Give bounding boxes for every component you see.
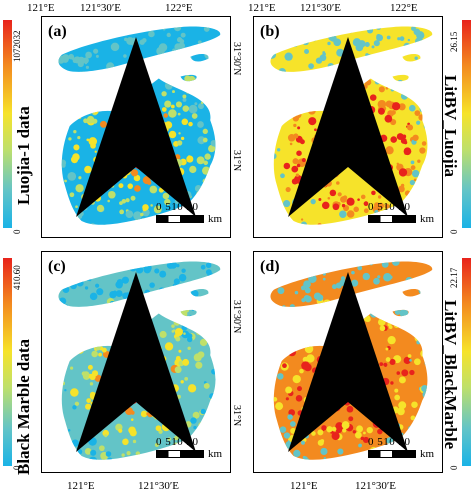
lon-label-121-30: 121°30′E — [80, 2, 122, 14]
lon-label-121-bottom: 121°E — [67, 480, 95, 492]
lon-label-122: 122°E — [165, 2, 193, 14]
colorbar-litbv-blackmarble-max: 22.17 — [449, 267, 459, 288]
panel-label-b: (b) — [260, 23, 280, 40]
scale-graphic — [155, 450, 204, 458]
north-arrow-icon — [288, 37, 408, 217]
side-label-blackmarble: Black Marble data — [14, 339, 33, 475]
lat-label-31-30-bottom: 31°30′N — [231, 300, 242, 334]
lon-label-121-b: 121°E — [248, 2, 276, 14]
scale-bar: 0 510 20 km — [155, 435, 222, 460]
lon-label-121-30-bottom: 121°30′E — [138, 480, 180, 492]
colorbar-litbv-luojia-min: 0 — [449, 229, 459, 235]
lon-label-121-30-bottom-b: 121°30′E — [355, 480, 397, 492]
north-arrow-icon — [288, 272, 408, 452]
colorbar-luojia-max: 1072032 — [12, 30, 22, 63]
scale-graphic — [367, 215, 416, 223]
map-panel-b: (b) 0 510 20 km — [253, 16, 443, 238]
lon-label-121-bottom-b: 121°E — [290, 480, 318, 492]
colorbar-litbv-luojia-max: 26.15 — [449, 31, 459, 52]
lon-label-122-b: 122°E — [390, 2, 418, 14]
map-panel-c: (c) 0 510 20 km — [41, 251, 231, 473]
scale-numbers: 0 510 20 — [367, 200, 411, 213]
colorbar-litbv-blackmarble-min: 0 — [449, 465, 459, 471]
side-label-litbv-luojia: LitBV_Luojia — [441, 75, 460, 178]
map-panel-a: (a) 0 510 20 km — [41, 16, 231, 238]
scale-graphic — [367, 450, 416, 458]
lon-label-121: 121°E — [27, 2, 55, 14]
scale-unit: km — [419, 448, 434, 460]
lat-label-31-30-top: 31°30′N — [231, 42, 242, 76]
side-label-luojia: Luojia-1 data — [14, 106, 33, 205]
colorbar-litbv-luojia — [462, 20, 471, 228]
scale-unit: km — [419, 213, 434, 225]
scale-graphic — [155, 215, 204, 223]
lat-label-31-top: 31°N — [231, 150, 242, 172]
lon-label-121-30-b: 121°30′E — [300, 2, 342, 14]
scale-numbers: 0 510 20 — [155, 435, 199, 448]
colorbar-blackmarble-max: 410.60 — [12, 265, 22, 290]
map-panel-d: (d) 0 510 20 km — [253, 251, 443, 473]
scale-unit: km — [207, 213, 222, 225]
colorbar-luojia — [3, 20, 12, 228]
scale-bar: 0 510 20 km — [155, 200, 222, 225]
scale-unit: km — [207, 448, 222, 460]
north-arrow-icon — [76, 37, 196, 217]
lat-label-31-bottom: 31°N — [231, 405, 242, 427]
panel-label-d: (d) — [260, 258, 280, 275]
colorbar-luojia-min: 0 — [12, 229, 22, 235]
scale-numbers: 0 510 20 — [155, 200, 199, 213]
scale-numbers: 0 510 20 — [367, 435, 411, 448]
panel-label-a: (a) — [48, 23, 67, 40]
side-label-litbv-blackmarble: LitBV_BlackMarble — [441, 300, 460, 450]
colorbar-blackmarble — [3, 258, 12, 466]
panel-label-c: (c) — [48, 258, 66, 275]
scale-bar: 0 510 20 km — [367, 435, 434, 460]
north-arrow-icon — [76, 272, 196, 452]
scale-bar: 0 510 20 km — [367, 200, 434, 225]
colorbar-litbv-blackmarble — [462, 258, 471, 466]
